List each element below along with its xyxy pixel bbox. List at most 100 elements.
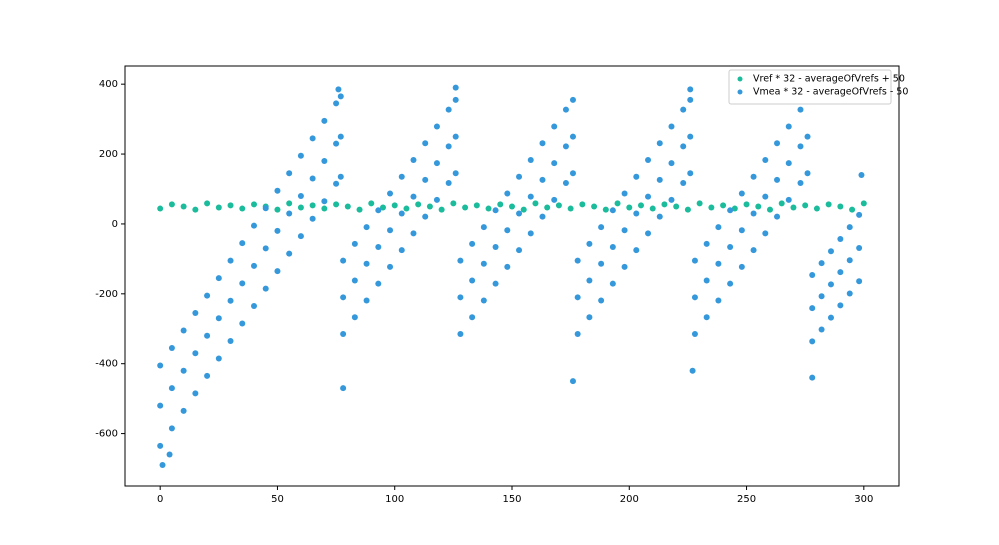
scatter-point: [274, 227, 281, 234]
scatter-point: [569, 378, 576, 385]
scatter-point: [750, 173, 757, 180]
scatter-point: [333, 100, 340, 107]
scatter-point: [180, 203, 187, 210]
scatter-point: [762, 156, 769, 163]
scatter-point: [157, 205, 164, 212]
scatter-point: [168, 201, 175, 208]
scatter-point: [337, 133, 344, 140]
scatter-point: [586, 240, 593, 247]
y-tick-label: 400: [99, 79, 118, 90]
scatter-point: [227, 202, 234, 209]
legend-label: Vmea * 32 - averageOfVrefs - 50: [753, 87, 908, 98]
scatter-point: [274, 187, 281, 194]
scatter-point: [598, 260, 605, 267]
scatter-point: [837, 235, 844, 242]
y-tick-label: -200: [95, 289, 118, 300]
scatter-point: [215, 315, 222, 322]
legend-marker: [737, 89, 743, 95]
scatter-point: [762, 230, 769, 237]
scatter-point: [520, 206, 527, 213]
scatter-point: [774, 140, 781, 147]
scatter-point: [774, 176, 781, 183]
scatter-point: [340, 331, 347, 338]
scatter-point: [738, 190, 745, 197]
scatter-point: [297, 152, 304, 159]
scatter-point: [422, 140, 429, 147]
scatter-point: [309, 202, 316, 209]
scatter-point: [227, 297, 234, 304]
scatter-point: [668, 160, 675, 167]
scatter-point: [351, 240, 358, 247]
scatter-point: [691, 257, 698, 264]
scatter-point: [621, 190, 628, 197]
scatter-point: [656, 140, 663, 147]
scatter-point: [567, 205, 574, 212]
scatter-point: [598, 224, 605, 231]
scatter-point: [321, 117, 328, 124]
scatter-point: [469, 240, 476, 247]
scatter-point: [691, 331, 698, 338]
scatter-point: [321, 205, 328, 212]
scatter-point: [720, 202, 727, 209]
scatter-point: [846, 290, 853, 297]
scatter-point: [680, 143, 687, 150]
scatter-point: [837, 302, 844, 309]
x-tick-label: 50: [271, 494, 284, 505]
scatter-point: [351, 277, 358, 284]
scatter-point: [516, 173, 523, 180]
scatter-point: [569, 96, 576, 103]
scatter-point: [333, 201, 340, 208]
scatter-point: [743, 201, 750, 208]
scatter-point: [398, 247, 405, 254]
scatter-point: [375, 280, 382, 287]
scatter-point: [825, 201, 832, 208]
scatter-point: [569, 170, 576, 177]
scatter-point: [661, 201, 668, 208]
scatter-point: [363, 224, 370, 231]
scatter-point: [166, 451, 173, 458]
scatter-point: [375, 243, 382, 250]
scatter-point: [827, 314, 834, 321]
scatter-point: [480, 297, 487, 304]
scatter-point: [251, 303, 257, 310]
scatter-point: [398, 210, 405, 217]
scatter-point: [804, 133, 811, 140]
scatter-point: [684, 206, 691, 213]
scatter-point: [633, 173, 640, 180]
scatter-point: [433, 196, 440, 203]
scatter-point: [621, 227, 628, 234]
scatter-point: [809, 271, 816, 278]
scatter-point: [633, 247, 640, 254]
x-tick-label: 300: [854, 494, 873, 505]
scatter-point: [251, 201, 257, 208]
scatter-point: [846, 224, 853, 231]
scatter-point: [192, 350, 199, 357]
x-tick-label: 200: [620, 494, 639, 505]
legend-label: Vref * 32 - averageOfVrefs + 50: [753, 74, 905, 85]
scatter-point: [445, 180, 452, 187]
scatter-point: [262, 245, 269, 252]
legend-marker: [737, 76, 743, 82]
scatter-point: [668, 196, 675, 203]
scatter-point: [785, 123, 792, 130]
scatter-point: [691, 294, 698, 301]
scatter-point: [504, 263, 511, 270]
scatter-point: [363, 260, 370, 267]
scatter-point: [687, 86, 694, 93]
scatter-point: [703, 240, 710, 247]
scatter-point: [452, 170, 459, 177]
scatter-point: [785, 160, 792, 167]
scatter-point: [649, 205, 656, 212]
scatter-point: [457, 331, 464, 338]
scatter-point: [410, 230, 417, 237]
scatter-point: [239, 240, 246, 247]
scatter-point: [591, 203, 598, 210]
scatter-point: [363, 297, 370, 304]
scatter-point: [180, 327, 187, 334]
x-tick-label: 0: [157, 494, 163, 505]
scatter-point: [574, 294, 581, 301]
scatter-point: [335, 86, 342, 93]
scatter-point: [687, 170, 694, 177]
scatter-point: [340, 385, 347, 392]
scatter-point: [333, 180, 340, 187]
